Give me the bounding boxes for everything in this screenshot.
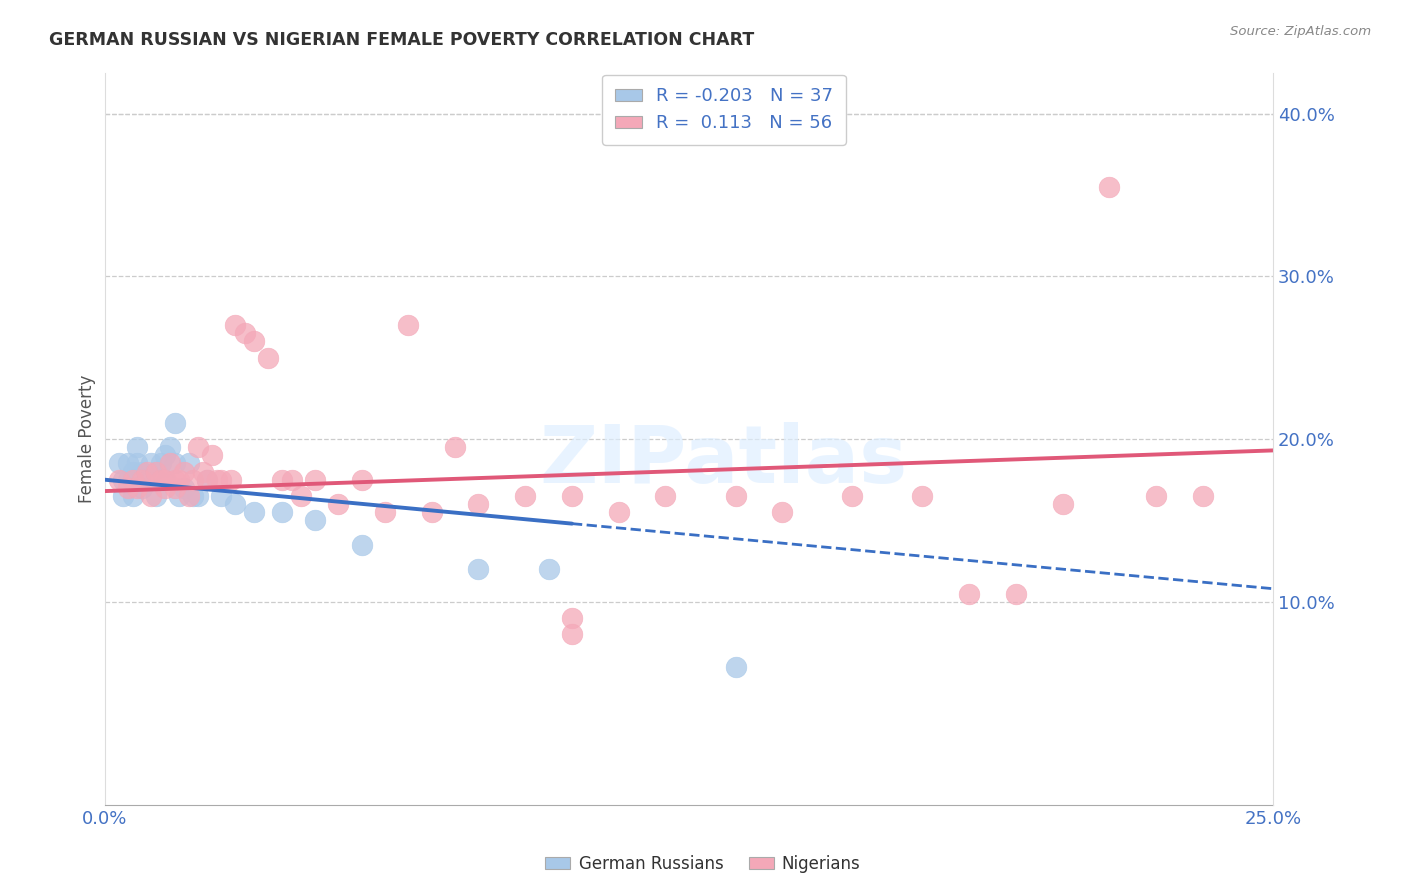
Y-axis label: Female Poverty: Female Poverty (79, 375, 96, 503)
Point (561, 627, 583, 641)
Point (537, 562, 560, 576)
Point (121, 473, 143, 487)
Point (911, 489, 934, 503)
Point (304, 513, 326, 527)
Point (117, 481, 139, 495)
Point (350, 538, 373, 552)
Point (127, 440, 149, 454)
Point (724, 489, 747, 503)
Point (841, 489, 863, 503)
Point (117, 473, 139, 487)
Point (135, 473, 157, 487)
Point (1144, 489, 1167, 503)
Point (131, 465, 153, 479)
Text: Source: ZipAtlas.com: Source: ZipAtlas.com (1230, 25, 1371, 38)
Point (173, 481, 195, 495)
Point (163, 416, 186, 430)
Point (233, 326, 256, 341)
Point (112, 473, 135, 487)
Point (131, 473, 153, 487)
Point (420, 505, 443, 519)
Point (243, 505, 266, 519)
Point (117, 457, 139, 471)
Point (467, 497, 489, 511)
Point (155, 448, 177, 462)
Point (155, 481, 177, 495)
Point (141, 457, 163, 471)
Point (197, 473, 219, 487)
Point (205, 473, 228, 487)
Point (155, 473, 177, 487)
Point (350, 473, 373, 487)
Point (149, 473, 172, 487)
Point (290, 489, 312, 503)
Point (107, 473, 129, 487)
Point (271, 505, 294, 519)
Point (724, 660, 747, 674)
Point (177, 489, 200, 503)
Point (183, 489, 205, 503)
Point (515, 489, 537, 503)
Point (145, 465, 167, 479)
Point (145, 465, 167, 479)
Point (135, 465, 157, 479)
Point (187, 489, 209, 503)
Point (201, 448, 224, 462)
Point (1005, 586, 1028, 600)
Point (957, 586, 980, 600)
Point (211, 489, 233, 503)
Point (396, 318, 419, 333)
Legend: German Russians, Nigerians: German Russians, Nigerians (538, 848, 868, 880)
Point (183, 473, 205, 487)
Point (145, 489, 167, 503)
Point (561, 611, 583, 625)
Point (280, 473, 302, 487)
Point (127, 481, 149, 495)
Point (467, 562, 489, 576)
Point (141, 489, 163, 503)
Point (107, 457, 129, 471)
Point (187, 440, 209, 454)
Point (1192, 489, 1215, 503)
Point (141, 473, 163, 487)
Point (159, 440, 181, 454)
Point (224, 497, 246, 511)
Point (173, 465, 195, 479)
Point (163, 481, 186, 495)
Point (112, 489, 135, 503)
Point (121, 465, 143, 479)
Point (163, 473, 186, 487)
Point (219, 473, 242, 487)
Point (257, 351, 280, 365)
Point (444, 440, 467, 454)
Point (561, 489, 583, 503)
Point (770, 505, 793, 519)
Text: ZIPatlas: ZIPatlas (540, 422, 908, 500)
Point (224, 318, 246, 333)
Point (191, 465, 214, 479)
Point (211, 473, 233, 487)
Point (169, 489, 191, 503)
Legend: R = -0.203   N = 37, R =  0.113   N = 56: R = -0.203 N = 37, R = 0.113 N = 56 (602, 75, 846, 145)
Point (304, 473, 326, 487)
Point (149, 457, 172, 471)
Text: GERMAN RUSSIAN VS NIGERIAN FEMALE POVERTY CORRELATION CHART: GERMAN RUSSIAN VS NIGERIAN FEMALE POVERT… (49, 31, 755, 49)
Point (1098, 179, 1121, 194)
Point (374, 505, 396, 519)
Point (654, 489, 676, 503)
Point (197, 473, 219, 487)
Point (159, 457, 181, 471)
Point (121, 489, 143, 503)
Point (177, 457, 200, 471)
Point (1052, 497, 1074, 511)
Point (155, 473, 177, 487)
Point (271, 473, 294, 487)
Point (163, 457, 186, 471)
Point (131, 481, 153, 495)
Point (243, 334, 266, 349)
Point (169, 473, 191, 487)
Point (328, 497, 350, 511)
Point (127, 457, 149, 471)
Point (607, 505, 630, 519)
